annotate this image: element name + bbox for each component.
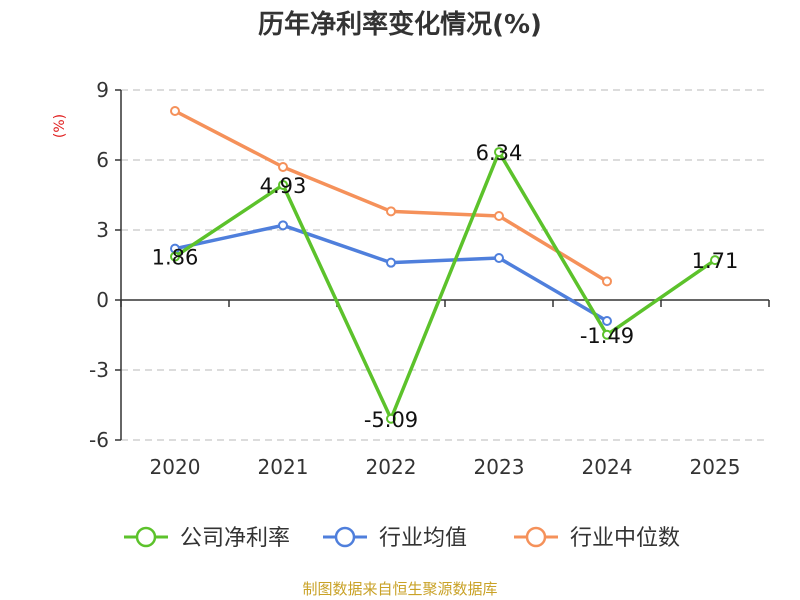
data-point: [278, 179, 288, 190]
series-group: [170, 106, 720, 424]
series-line-2: [174, 109, 608, 283]
data-point: [278, 220, 288, 231]
data-point: [602, 329, 612, 340]
x-tick-label: 2025: [690, 455, 741, 479]
y-axis-unit: (%): [52, 114, 68, 138]
y-tick-label: 9: [96, 78, 109, 102]
y-tick-labels: 9 6 3 0 -3 -6: [89, 78, 109, 452]
data-point: [602, 316, 612, 326]
data-point: [170, 106, 180, 116]
legend-marker: [525, 526, 547, 548]
x-tick-label: 2021: [258, 455, 309, 479]
y-tick-label: 3: [96, 218, 109, 242]
data-point: [710, 255, 720, 266]
data-point: [494, 211, 504, 221]
data-labels: 1.86 4.93 -5.09 6.34 -1.49 1.71: [152, 141, 739, 432]
chart-title: 历年净利率变化情况(%): [258, 9, 542, 40]
series-line-0: [174, 150, 716, 421]
source-note: 制图数据来自恒生聚源数据库: [302, 580, 497, 598]
data-point: [386, 257, 396, 268]
x-tick-label: 2022: [366, 455, 417, 479]
data-point: [494, 147, 504, 158]
axes: [115, 89, 770, 441]
data-point: [602, 276, 612, 287]
y-tick-label: -6: [89, 428, 109, 452]
series-line-1: [174, 223, 608, 323]
data-point: [494, 253, 504, 263]
data-point: [278, 162, 288, 172]
data-label: 1.86: [152, 246, 199, 270]
data-label: -5.09: [364, 408, 418, 432]
y-tick-label: -3: [89, 358, 109, 382]
x-tick-label: 2020: [150, 455, 201, 479]
data-label: 1.71: [692, 249, 739, 273]
x-tick-label: 2023: [474, 455, 525, 479]
data-label: -1.49: [580, 324, 634, 348]
legend-label: 行业中位数: [570, 526, 680, 551]
legend-label: 公司净利率: [180, 526, 290, 551]
legend-label: 行业均值: [379, 526, 467, 551]
legend: 公司净利率 行业均值 行业中位数: [124, 526, 680, 551]
y-tick-label: 0: [96, 288, 109, 312]
y-tick-label: 6: [96, 148, 109, 172]
x-tick-label: 2024: [582, 455, 633, 479]
grid-lines: [121, 89, 769, 441]
data-point: [386, 206, 396, 217]
data-point: [170, 251, 180, 262]
x-tick-labels: 2020 2021 2022 2023 2024 2025: [150, 455, 741, 479]
data-label: 4.93: [260, 174, 307, 198]
data-point: [386, 413, 396, 424]
legend-marker: [334, 526, 356, 548]
data-label: 6.34: [476, 141, 523, 165]
legend-marker: [135, 526, 157, 548]
